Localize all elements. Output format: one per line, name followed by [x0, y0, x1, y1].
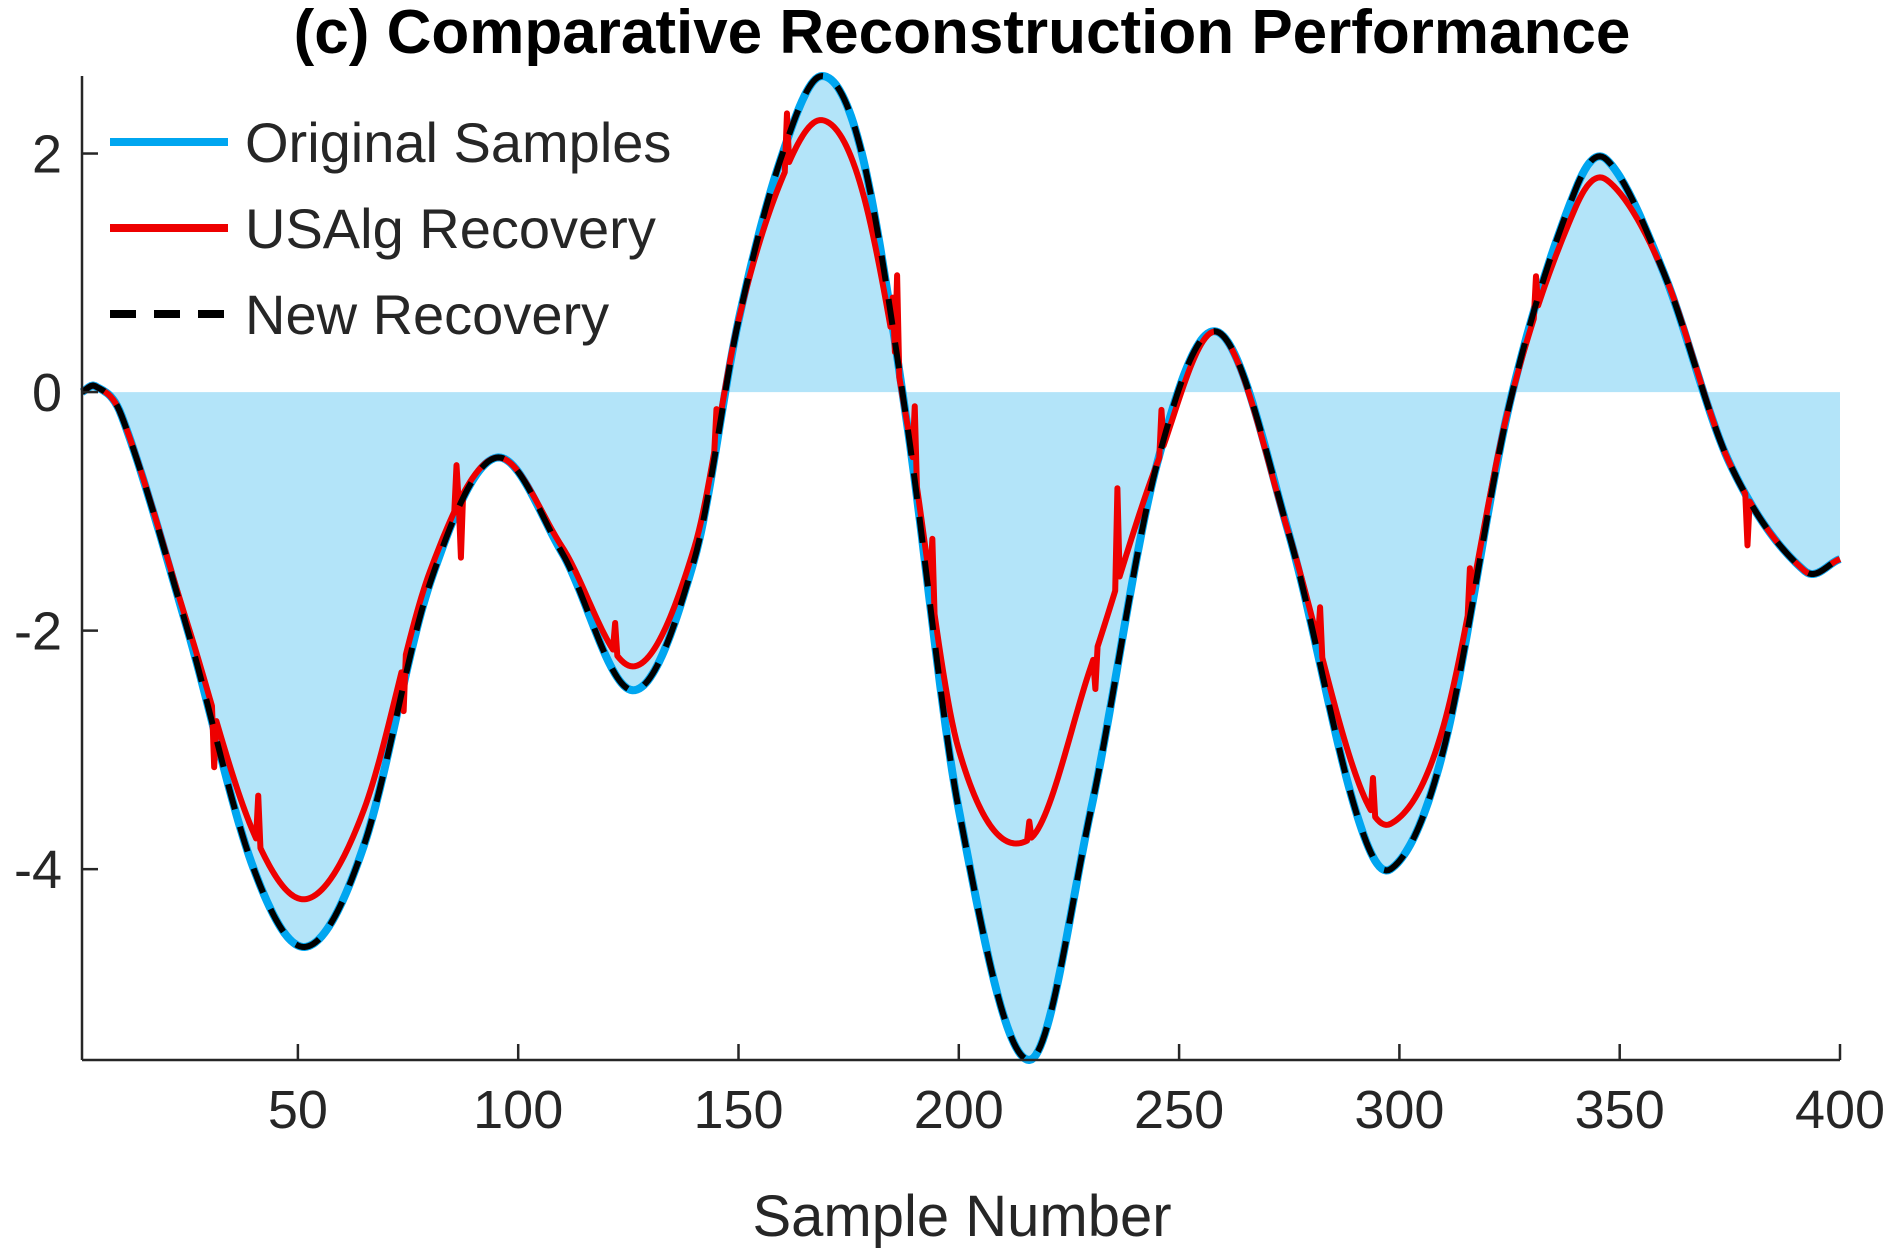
x-tick-label-250: 250 — [1134, 1080, 1224, 1140]
x-tick-label-150: 150 — [693, 1080, 783, 1140]
x-axis-label: Sample Number — [752, 1184, 1171, 1249]
legend-label-new-recovery: New Recovery — [245, 283, 609, 346]
x-tick-label-300: 300 — [1354, 1080, 1444, 1140]
x-tick-label-350: 350 — [1575, 1080, 1665, 1140]
plot-area — [79, 72, 1842, 1064]
series-line-usalg-recovery — [80, 110, 1842, 903]
y-tick-label--4: -4 — [14, 840, 62, 900]
chart-title: (c) Comparative Reconstruction Performan… — [294, 0, 1631, 67]
x-tick-label-100: 100 — [473, 1080, 563, 1140]
y-tick-label-0: 0 — [32, 363, 62, 423]
x-tick-label-400: 400 — [1795, 1080, 1885, 1140]
x-tick-label-50: 50 — [268, 1080, 328, 1140]
x-ticks: 50 100 150 200 250 300 350 400 — [268, 1044, 1885, 1140]
y-tick-label-2: 2 — [32, 125, 62, 185]
legend: Original Samples USAlg Recovery New Reco… — [110, 111, 671, 346]
y-tick-label--2: -2 — [14, 602, 62, 662]
series-line-new-recovery — [80, 72, 1842, 1064]
legend-label-usalg-recovery: USAlg Recovery — [245, 197, 656, 260]
legend-label-original-samples: Original Samples — [245, 111, 671, 174]
y-ticks: -4 -2 0 2 — [14, 125, 98, 900]
axes: 50 100 150 200 250 300 350 400 -4 -2 0 2 — [14, 76, 1885, 1140]
x-tick-label-200: 200 — [914, 1080, 1004, 1140]
